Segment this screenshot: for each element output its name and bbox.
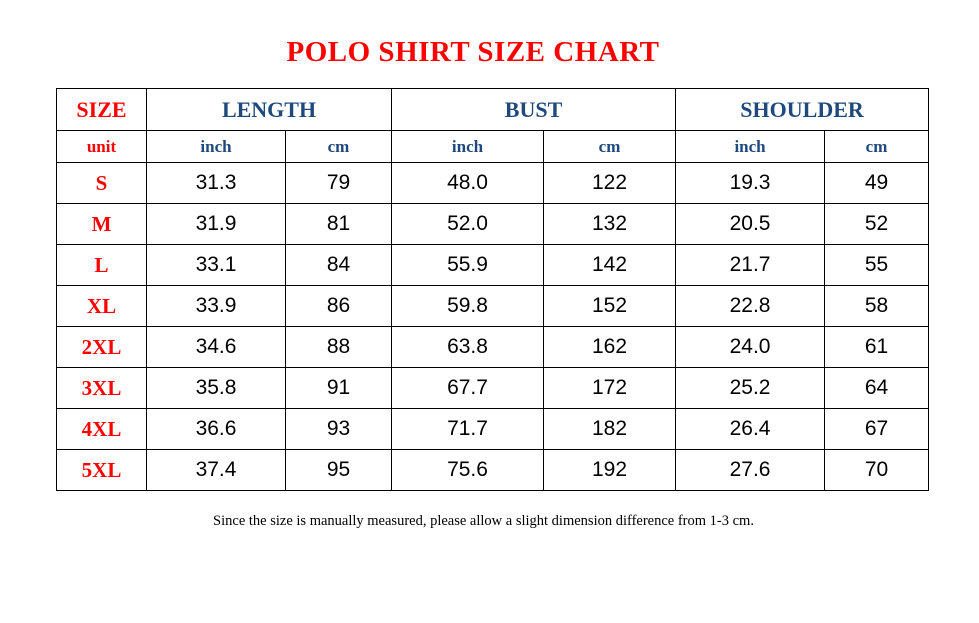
- value-cell: 25.2: [675, 367, 826, 409]
- value-cell: 67.7: [391, 367, 545, 409]
- unit-cell: inch: [146, 130, 286, 163]
- value-cell: 182: [543, 408, 677, 450]
- size-cell: 4XL: [56, 408, 147, 450]
- table-row: M 31.9 81 52.0 132 20.5 52: [56, 203, 930, 245]
- value-cell: 93: [284, 408, 393, 450]
- size-header: SIZE: [56, 88, 147, 131]
- value-cell: 27.6: [675, 449, 826, 491]
- value-cell: 95: [284, 449, 393, 491]
- value-cell: 37.4: [146, 449, 286, 491]
- value-cell: 122: [543, 162, 677, 204]
- value-cell: 142: [543, 244, 677, 286]
- size-cell: 5XL: [56, 449, 147, 491]
- table-row: S 31.3 79 48.0 122 19.3 49: [56, 162, 930, 204]
- size-cell: 3XL: [56, 367, 147, 409]
- value-cell: 20.5: [675, 203, 826, 245]
- value-cell: 59.8: [391, 285, 545, 327]
- measurement-note: Since the size is manually measured, ple…: [213, 513, 754, 529]
- size-cell: S: [56, 162, 147, 204]
- unit-cell: inch: [675, 130, 826, 163]
- table-row: 5XL 37.4 95 75.6 192 27.6 70: [56, 449, 930, 491]
- page-title: POLO SHIRT SIZE CHART: [286, 36, 660, 68]
- table-row: 3XL 35.8 91 67.7 172 25.2 64: [56, 367, 930, 409]
- value-cell: 52: [824, 203, 930, 245]
- value-cell: 22.8: [675, 285, 826, 327]
- value-cell: 86: [284, 285, 393, 327]
- unit-cell: cm: [284, 130, 393, 163]
- value-cell: 34.6: [146, 326, 286, 368]
- value-cell: 88: [284, 326, 393, 368]
- unit-cell: cm: [543, 130, 677, 163]
- value-cell: 35.8: [146, 367, 286, 409]
- value-cell: 21.7: [675, 244, 826, 286]
- size-cell: 2XL: [56, 326, 147, 368]
- value-cell: 33.9: [146, 285, 286, 327]
- table-row: 2XL 34.6 88 63.8 162 24.0 61: [56, 326, 930, 368]
- value-cell: 55: [824, 244, 930, 286]
- value-cell: 71.7: [391, 408, 545, 450]
- unit-header-row: unit inch cm inch cm inch cm: [56, 130, 930, 163]
- value-cell: 33.1: [146, 244, 286, 286]
- value-cell: 19.3: [675, 162, 826, 204]
- value-cell: 152: [543, 285, 677, 327]
- value-cell: 64: [824, 367, 930, 409]
- length-header: LENGTH: [145, 88, 393, 131]
- value-cell: 52.0: [391, 203, 545, 245]
- table-row: L 33.1 84 55.9 142 21.7 55: [56, 244, 930, 286]
- value-cell: 49: [824, 162, 930, 204]
- value-cell: 192: [543, 449, 677, 491]
- group-header-row: SIZE LENGTH BUST SHOULDER: [56, 88, 930, 131]
- value-cell: 58: [824, 285, 930, 327]
- value-cell: 70: [824, 449, 930, 491]
- value-cell: 31.3: [146, 162, 286, 204]
- size-chart-table: SIZE LENGTH BUST SHOULDER unit inch cm i…: [56, 88, 930, 491]
- value-cell: 79: [284, 162, 393, 204]
- size-cell: M: [56, 203, 147, 245]
- value-cell: 61: [824, 326, 930, 368]
- value-cell: 81: [284, 203, 393, 245]
- value-cell: 26.4: [675, 408, 826, 450]
- value-cell: 75.6: [391, 449, 545, 491]
- value-cell: 91: [284, 367, 393, 409]
- value-cell: 67: [824, 408, 930, 450]
- bust-header: BUST: [391, 88, 677, 131]
- value-cell: 36.6: [146, 408, 286, 450]
- value-cell: 48.0: [391, 162, 545, 204]
- value-cell: 31.9: [146, 203, 286, 245]
- value-cell: 132: [543, 203, 677, 245]
- unit-cell: cm: [824, 130, 930, 163]
- value-cell: 63.8: [391, 326, 545, 368]
- value-cell: 55.9: [391, 244, 545, 286]
- size-cell: L: [56, 244, 147, 286]
- table-row: XL 33.9 86 59.8 152 22.8 58: [56, 285, 930, 327]
- unit-label: unit: [56, 130, 147, 163]
- unit-cell: inch: [391, 130, 545, 163]
- table-row: 4XL 36.6 93 71.7 182 26.4 67: [56, 408, 930, 450]
- value-cell: 24.0: [675, 326, 826, 368]
- size-cell: XL: [56, 285, 147, 327]
- value-cell: 172: [543, 367, 677, 409]
- shoulder-header: SHOULDER: [675, 88, 930, 131]
- value-cell: 162: [543, 326, 677, 368]
- value-cell: 84: [284, 244, 393, 286]
